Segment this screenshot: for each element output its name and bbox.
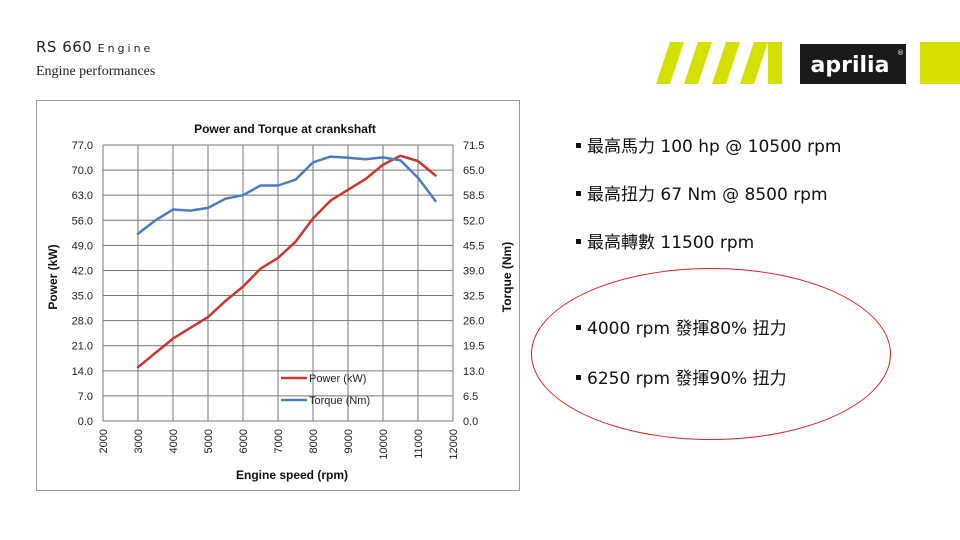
brand-stripe xyxy=(768,42,782,84)
x-tick-label: 12000 xyxy=(448,429,460,460)
y-right-tick-label: 39.0 xyxy=(463,265,484,277)
aprilia-brand-banner: aprilia ® xyxy=(656,42,960,86)
y-left-tick-label: 0.0 xyxy=(78,416,93,428)
brand-stripe xyxy=(712,42,740,84)
spec-max-torque: 最高扭力 67 Nm @ 8500 rpm xyxy=(576,180,828,205)
legend-torque-label: Torque (Nm) xyxy=(309,395,370,407)
y-right-tick-label: 0.0 xyxy=(463,416,478,428)
y-left-tick-label: 35.0 xyxy=(72,291,93,303)
torque-series-line xyxy=(136,155,437,236)
y-left-tick-label: 63.0 xyxy=(72,190,93,202)
y-left-tick-label: 42.0 xyxy=(72,265,93,277)
registered-mark: ® xyxy=(897,49,904,57)
bullet-square-icon xyxy=(576,238,581,244)
y-right-tick-label: 13.0 xyxy=(463,366,484,378)
power-torque-chart: Power and Torque at crankshaft 0.0 0.0 7.0… xyxy=(36,100,520,491)
y-right-tick-label: 52.0 xyxy=(463,215,484,227)
x-tick-label: 11000 xyxy=(413,429,425,459)
brand-stripes: aprilia ® xyxy=(656,42,960,84)
y-right-tick-label: 58.5 xyxy=(463,190,484,202)
x-tick-label: 8000 xyxy=(308,429,320,453)
y-axis-left-label: Power (kW) xyxy=(46,244,60,309)
chart-title: Power and Torque at crankshaft xyxy=(194,122,376,136)
spec-text: 最高轉數 11500 rpm xyxy=(587,233,755,253)
page-subtitle: Engine performances xyxy=(36,64,156,79)
brand-stripe xyxy=(684,42,712,84)
y-left-tick-label: 21.0 xyxy=(72,341,93,353)
legend: Power (kW) Torque (Nm) xyxy=(281,373,370,407)
brand-stripe xyxy=(740,42,768,84)
chart-svg: Power and Torque at crankshaft 0.0 0.0 7.0… xyxy=(46,122,514,482)
title-main: RS 660 xyxy=(36,38,98,56)
x-tick-label: 4000 xyxy=(168,429,180,453)
x-tick-label: 10000 xyxy=(378,429,390,460)
bullet-square-icon xyxy=(576,190,581,196)
y-left-tick-label: 49.0 xyxy=(72,240,93,252)
y-left-tick-label: 14.0 xyxy=(72,366,93,378)
title-suffix: Engine xyxy=(97,42,154,55)
y-left-tick-label: 77.0 xyxy=(72,140,93,152)
x-tick-label: 6000 xyxy=(238,429,250,453)
series xyxy=(136,154,437,369)
y-right-tick-label: 19.5 xyxy=(463,341,484,353)
y-left-tick-label: 56.0 xyxy=(72,215,93,227)
y-left-tick-label: 7.0 xyxy=(78,391,93,403)
spec-text: 最高扭力 67 Nm @ 8500 rpm xyxy=(587,185,828,205)
x-axis-label: Engine speed (rpm) xyxy=(236,468,348,482)
brand-accent-block xyxy=(920,42,960,84)
x-tick-label: 3000 xyxy=(133,429,145,453)
x-tick-label: 9000 xyxy=(343,429,355,453)
x-tick-label: 5000 xyxy=(203,429,215,453)
y-right-tick-label: 32.5 xyxy=(463,291,484,303)
y-right-tick-label: 65.0 xyxy=(463,165,484,177)
power-series-line xyxy=(136,154,437,369)
x-tick-label: 2000 xyxy=(98,429,110,453)
spec-text: 最高馬力 100 hp @ 10500 rpm xyxy=(587,137,842,157)
spec-max-power: 最高馬力 100 hp @ 10500 rpm xyxy=(576,132,841,157)
y-right-tick-label: 6.5 xyxy=(463,391,478,403)
y-left-tick-label: 28.0 xyxy=(72,316,93,328)
spec-max-rpm: 最高轉數 11500 rpm xyxy=(576,228,754,253)
tick-labels: 0.0 0.0 7.0 6.5 14.0 13.0 21.0 19.5 28.0 26.0 35.0… xyxy=(72,140,485,460)
aprilia-logo: aprilia xyxy=(811,53,890,78)
y-axis-right-label: Torque (Nm) xyxy=(500,242,514,312)
x-tick-label: 7000 xyxy=(273,429,285,453)
bullet-square-icon xyxy=(576,142,581,148)
y-left-tick-label: 70.0 xyxy=(72,165,93,177)
logo-background xyxy=(800,44,906,84)
grid xyxy=(102,144,454,422)
brand-stripe xyxy=(656,42,684,84)
legend-power-label: Power (kW) xyxy=(309,373,366,385)
y-right-tick-label: 45.5 xyxy=(463,240,484,252)
highlight-oval xyxy=(531,268,891,440)
y-right-tick-label: 71.5 xyxy=(463,140,484,152)
y-right-tick-label: 26.0 xyxy=(463,316,484,328)
page-title: RS 660 Engine xyxy=(36,38,153,56)
